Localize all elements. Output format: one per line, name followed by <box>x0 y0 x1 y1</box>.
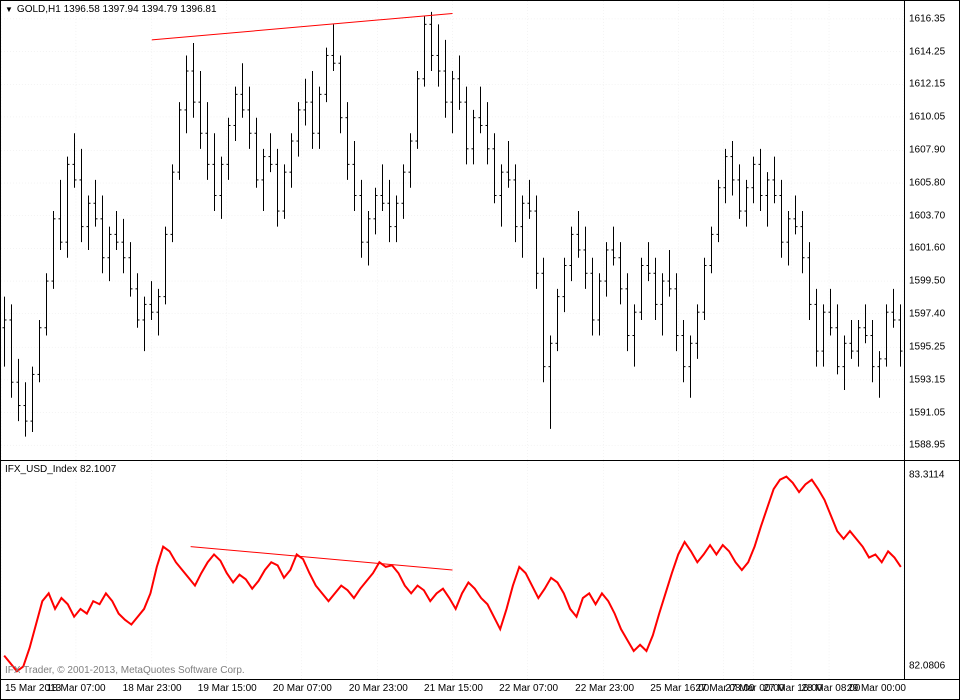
y-tick-label: 1610.05 <box>909 111 945 122</box>
x-tick-label: 18 Mar 23:00 <box>123 683 182 694</box>
main-price-panel[interactable]: ▼GOLD,H1 1396.58 1397.94 1394.79 1396.81… <box>1 1 959 461</box>
y-tick-label: 1605.80 <box>909 178 945 189</box>
x-tick-label: 22 Mar 23:00 <box>575 683 634 694</box>
dropdown-icon[interactable]: ▼ <box>5 5 13 14</box>
y-tick-label: 83.3114 <box>909 469 944 480</box>
y-tick-label: 1616.35 <box>909 13 945 24</box>
x-tick-label: 18 Mar 07:00 <box>47 683 106 694</box>
x-tick-label: 22 Mar 07:00 <box>499 683 558 694</box>
main-title: ▼GOLD,H1 1396.58 1397.94 1394.79 1396.81 <box>5 4 217 15</box>
y-tick-label: 1607.90 <box>909 145 945 156</box>
y-tick-label: 1595.25 <box>909 342 945 353</box>
y-tick-label: 82.0806 <box>909 661 945 672</box>
chart-container: ▼GOLD,H1 1396.58 1397.94 1394.79 1396.81… <box>0 0 960 700</box>
time-axis: 15 Mar 201318 Mar 07:0018 Mar 23:0019 Ma… <box>1 679 959 699</box>
x-tick-label: 20 Mar 07:00 <box>273 683 332 694</box>
y-tick-label: 1603.70 <box>909 210 945 221</box>
main-plot-area[interactable]: ▼GOLD,H1 1396.58 1397.94 1394.79 1396.81 <box>1 1 904 460</box>
x-tick-label: 19 Mar 15:00 <box>198 683 257 694</box>
y-tick-label: 1591.05 <box>909 407 945 418</box>
y-tick-label: 1593.15 <box>909 374 945 385</box>
x-tick-label: 29 Mar 00:00 <box>847 683 906 694</box>
indicator-title: IFX_USD_Index 82.1007 <box>5 464 116 475</box>
y-tick-label: 1601.60 <box>909 243 945 254</box>
sub-y-axis: 83.3114 82.0806 <box>904 461 959 679</box>
x-tick-label: 20 Mar 23:00 <box>349 683 408 694</box>
indicator-panel[interactable]: IFX_USD_Index 82.1007 IFX Trader, © 2001… <box>1 461 959 679</box>
x-tick-label: 21 Mar 15:00 <box>424 683 483 694</box>
y-tick-label: 1597.40 <box>909 308 945 319</box>
copyright-text: IFX Trader, © 2001-2013, MetaQuotes Soft… <box>5 665 245 676</box>
main-y-axis: 1616.35 1614.25 1612.15 1610.05 1607.90 1605.… <box>904 1 959 460</box>
y-tick-label: 1588.95 <box>909 440 945 451</box>
y-tick-label: 1612.15 <box>909 79 945 90</box>
y-tick-label: 1614.25 <box>909 46 945 57</box>
y-tick-label: 1599.50 <box>909 276 945 287</box>
sub-plot-area[interactable]: IFX_USD_Index 82.1007 IFX Trader, © 2001… <box>1 461 904 679</box>
